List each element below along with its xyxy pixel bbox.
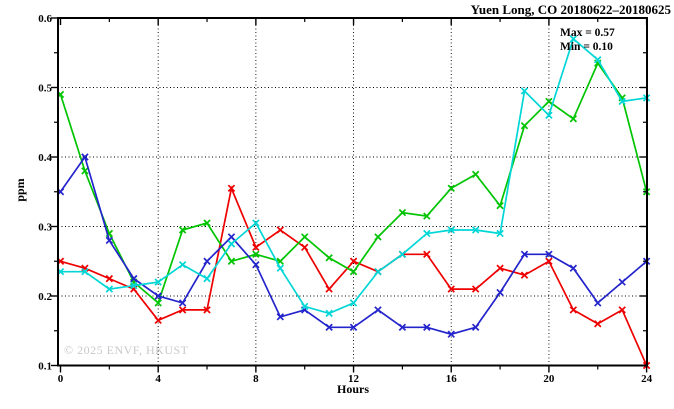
series-blue-markers <box>56 153 651 338</box>
y-axis-label: ppm <box>13 178 27 202</box>
watermark: © 2025 ENVF, HKUST <box>64 343 189 357</box>
x-tick-label: 4 <box>155 373 161 385</box>
y-tick-label: 0.3 <box>38 222 52 234</box>
y-tick-label: 0.5 <box>38 83 52 95</box>
x-tick-label: 20 <box>543 373 555 385</box>
x-tick-label: 12 <box>348 373 360 385</box>
y-tick-label: 0.6 <box>38 13 52 25</box>
series-green-markers <box>56 59 651 307</box>
y-tick-label: 0.2 <box>38 291 52 303</box>
x-tick-label: 24 <box>641 373 653 385</box>
x-tick-label: 16 <box>446 373 458 385</box>
min-annotation: Min = 0.10 <box>560 40 613 53</box>
x-axis-label: Hours <box>336 382 369 396</box>
chart-title: Yuen Long, CO 20180622–20180625 <box>470 2 671 17</box>
max-min-annotation: Max = 0.57 Min = 0.10 <box>560 27 615 54</box>
max-annotation: Max = 0.57 <box>560 27 615 39</box>
series-cyan-markers <box>56 35 651 318</box>
series-red-markers <box>56 184 651 370</box>
x-tick-label: 8 <box>253 373 259 385</box>
y-tick-label: 0.1 <box>38 361 52 373</box>
y-tick-label: 0.4 <box>38 152 52 164</box>
plot-border <box>57 17 648 367</box>
x-tick-label: 0 <box>58 373 64 385</box>
